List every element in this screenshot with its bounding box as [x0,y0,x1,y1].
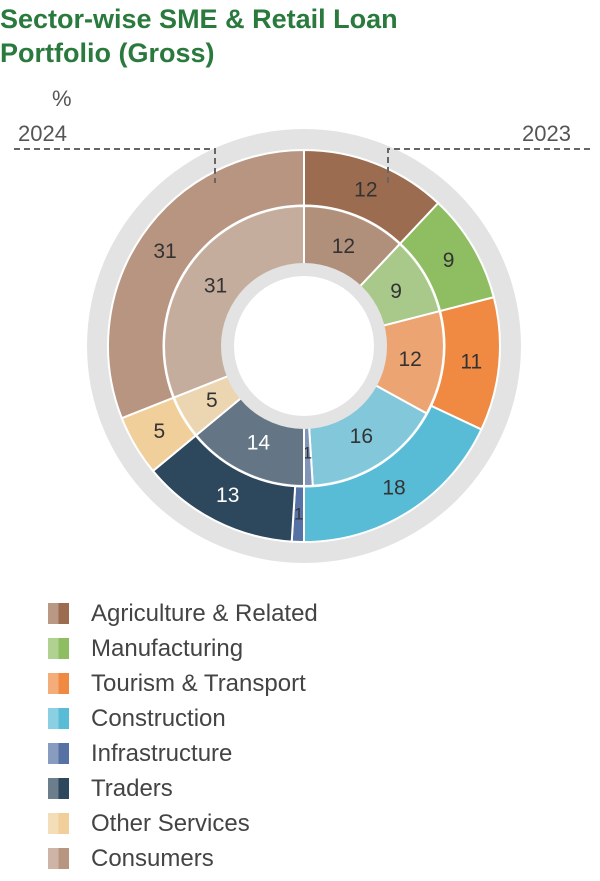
legend-item-infrastructure: Infrastructure [48,736,318,771]
outer-2023-value-label-consumers: 31 [153,240,176,263]
legend-swatch [48,778,69,799]
legend-label: Tourism & Transport [91,669,306,697]
year-label-inner: 2024 [18,121,67,146]
legend-swatch [48,638,69,659]
legend-item-construction: Construction [48,701,318,736]
legend-label: Construction [91,704,226,732]
inner-2024-value-label-tourism-transport: 12 [398,348,421,371]
legend-label: Manufacturing [91,634,244,662]
leader-line-2023 [387,148,592,183]
chart-title-line-1: Sector-wise SME & Retail Loan [0,4,398,34]
center-hole [234,276,374,416]
chart-title-line-2: Portfolio (Gross) [0,38,215,68]
legend-label: Traders [91,774,173,802]
inner-2024-value-label-other-services: 5 [206,389,218,412]
outer-2023-value-label-tourism-transport: 11 [460,350,482,373]
donut-chart: 12 9 11 18 1 13 5 31 12 9 12 16 1 14 5 31 [14,129,592,563]
outer-2023-value-label-traders: 13 [216,484,239,507]
legend-item-agriculture-related: Agriculture & Related [48,596,318,631]
outer-2023-value-label-construction: 18 [382,476,405,499]
inner-2024-value-label-manufacturing: 9 [390,280,402,303]
chart-title: Sector-wise SME & Retail Loan Portfolio … [0,2,600,70]
legend-label: Agriculture & Related [91,599,318,627]
legend-item-other-services: Other Services [48,806,318,841]
outer-2023-value-label-manufacturing: 9 [443,249,455,272]
legend-label: Other Services [91,809,250,837]
legend-swatch [48,673,69,694]
legend-swatch [48,813,69,834]
outer-2023-value-label-other-services: 5 [154,420,166,443]
inner-2024-value-label-agriculture-related: 12 [332,235,355,258]
unit-label: % [52,86,72,111]
year-label-outer: 2023 [522,121,571,146]
legend-swatch [48,603,69,624]
inner-2024-value-label-construction: 16 [350,425,373,448]
outer-2023-value-label-infrastructure: 1 [294,504,303,523]
outer-2023-value-label-agriculture-related: 12 [354,178,377,201]
legend-label: Infrastructure [91,739,233,767]
legend-item-manufacturing: Manufacturing [48,631,318,666]
inner-2024-value-label-infrastructure: 1 [303,443,312,462]
inner-2024-value-label-consumers: 31 [204,274,227,297]
legend-swatch [48,708,69,729]
legend-swatch [48,743,69,764]
legend-item-consumers: Consumers [48,841,318,876]
leader-line-2024 [14,148,216,183]
inner-2024-value-label-traders: 14 [247,431,271,454]
legend-label: Consumers [91,844,214,872]
legend-item-tourism-transport: Tourism & Transport [48,666,318,701]
legend-item-traders: Traders [48,771,318,806]
chart-legend: Agriculture & Related Manufacturing Touris… [48,596,318,876]
legend-swatch [48,848,69,869]
